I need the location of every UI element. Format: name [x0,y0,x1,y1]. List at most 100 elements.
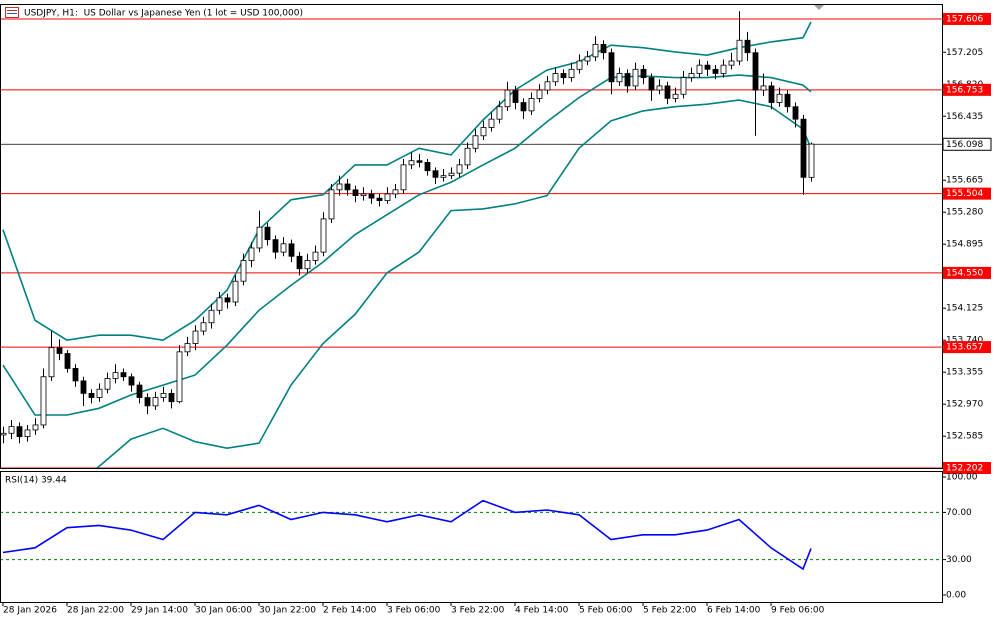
current-price-label: 156.098 [946,140,983,150]
candle-body [512,89,519,103]
candle-body [792,106,799,120]
main-plot [1,11,942,468]
candle-body [408,160,415,166]
candle-body [104,378,111,390]
candle-body [424,161,431,172]
candle-body [88,392,95,398]
x-tick-label: 3 Feb 06:00 [387,606,441,616]
candle-body [360,193,367,197]
candle-body [176,351,183,403]
candle-body [304,260,311,270]
candle-body [432,170,439,178]
candle-body [352,189,359,197]
candle-body [752,52,759,91]
rsi-tick-label: 30.00 [946,555,972,565]
candle-body [576,60,583,70]
level-label: 156.753 [946,85,983,95]
level-label: 154.550 [946,268,983,278]
x-tick-label: 6 Feb 14:00 [707,606,761,616]
candle-body [40,376,47,426]
y-tick-label: 152.970 [946,400,983,410]
candle-body [608,52,615,83]
candle-body [56,347,63,354]
y-tick-label: 152.585 [946,432,983,442]
axes: 157.205156.820156.435155.665155.280154.8… [0,12,992,616]
level-label: 153.657 [946,343,983,353]
candle-body [112,372,119,379]
y-tick-label: 155.665 [946,176,983,186]
x-tick-label: 28 Jan 2026 [3,606,57,616]
candle-body [80,380,87,394]
candle-body [688,73,695,79]
main-pane [0,4,943,469]
candle-body [648,77,655,91]
rsi-tick-label: 100.00 [946,473,978,483]
candle-body [544,81,551,91]
candle-body [456,164,463,174]
candle-body [336,183,343,191]
level-label-box [943,83,991,96]
candle-body [616,73,623,83]
candle-body [768,85,775,103]
x-tick-label: 5 Feb 06:00 [579,606,633,616]
candle-body [440,175,447,178]
candle-body [312,251,319,261]
y-tick-label: 155.280 [946,208,983,218]
candle-body [488,118,495,128]
current-price-box [942,137,992,151]
candle-body [472,135,479,149]
candle-body [664,85,671,99]
candle-body [368,193,375,199]
candle-body [600,43,607,54]
x-tick-label: 29 Jan 14:00 [131,606,188,616]
candle-body [672,93,679,99]
candle-body [256,226,263,249]
x-tick-label: 9 Feb 06:00 [771,606,825,616]
x-tick-label: 3 Feb 22:00 [451,606,505,616]
bollinger-upper [2,21,812,342]
candle-body [712,68,719,74]
candle-body [624,73,631,87]
level-label-box [943,187,991,200]
candle-body [584,56,591,62]
candle-body [184,343,191,353]
candle-body [680,77,687,95]
candle-body [136,384,143,398]
rsi-line [2,499,812,571]
candle-body [760,85,767,91]
candle-body [16,426,23,437]
y-tick-label: 154.895 [946,240,983,250]
bollinger-middle [2,74,812,416]
candle-body [496,106,503,120]
x-tick-label: 4 Feb 14:00 [515,606,569,616]
candle-body [520,102,527,112]
candle-body [280,243,287,253]
candle-body [808,143,815,178]
candle-body [784,93,791,108]
rsi-tick-label: 0.00 [946,591,966,601]
candle-body [800,118,807,178]
y-tick-label: 154.125 [946,304,983,314]
candle-body [392,189,399,195]
candle-body [344,183,351,191]
candle-body [128,376,135,386]
candle-body [1,432,7,436]
candle-body [400,164,407,191]
candle-body [728,60,735,66]
candle-body [384,193,391,202]
candle-body [592,43,599,58]
candle-body [416,160,423,163]
candle-body [328,189,335,220]
candle-body [8,426,15,434]
rsi-pane [0,471,943,603]
candle-body [72,368,79,382]
x-tick-label: 28 Jan 22:00 [67,606,124,616]
candle-body [232,280,239,303]
candle-body [296,255,303,270]
shift-marker [814,5,824,10]
y-tick-label: 156.435 [946,112,983,122]
candle-body [560,73,567,79]
candle-body [464,147,471,166]
candle-body [320,218,327,253]
